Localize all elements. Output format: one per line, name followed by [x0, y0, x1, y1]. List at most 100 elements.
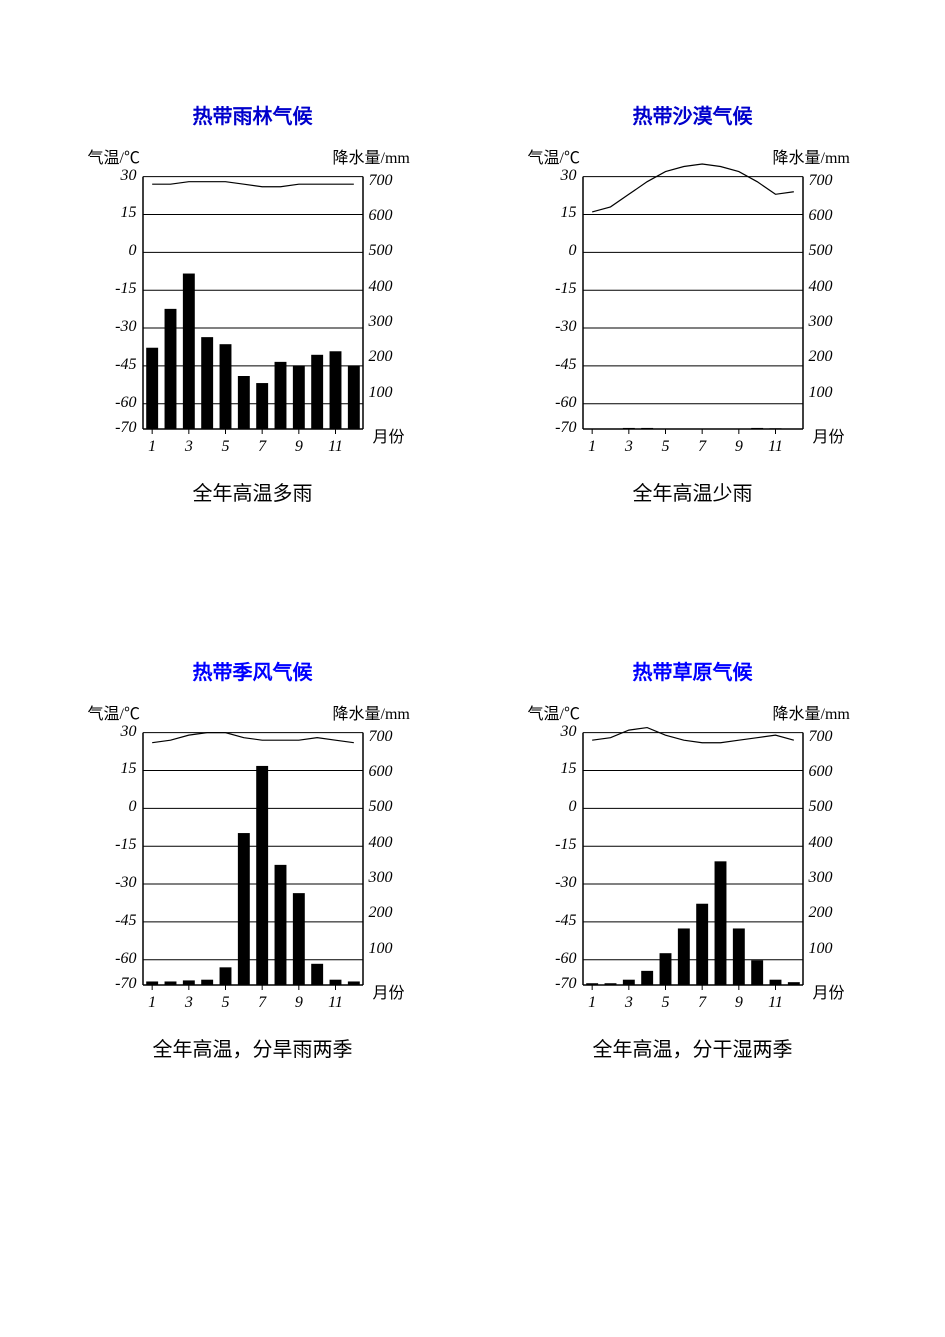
precip-bar: [274, 362, 286, 429]
chart-cell-monsoon: 热带季风气候 135791130150-15-30-45-60-70700600…: [68, 656, 438, 1062]
chart-savanna: 135791130150-15-30-45-60-707006005004003…: [528, 710, 858, 1015]
temp-line: [592, 728, 794, 743]
temp-tick-label: -60: [555, 394, 576, 412]
temp-tick-label: 0: [569, 798, 577, 816]
temp-axis-label: 气温/℃: [528, 144, 580, 168]
precip-bar: [182, 980, 194, 985]
temp-tick-label: 30: [121, 167, 137, 185]
prec-tick-label: 400: [369, 278, 393, 296]
svg-text:11: 11: [328, 994, 343, 1011]
prec-tick-label: 300: [369, 869, 393, 887]
precip-bar: [256, 766, 268, 985]
prec-tick-label: 700: [369, 172, 393, 190]
chart-row-2: 热带季风气候 135791130150-15-30-45-60-70700600…: [0, 506, 945, 1062]
climate-chart-svg: 1357911: [528, 154, 858, 459]
precip-bar: [347, 981, 359, 985]
temp-tick-label: -45: [555, 356, 576, 374]
prec-tick-label: 600: [369, 207, 393, 225]
svg-text:1: 1: [148, 994, 156, 1011]
precip-bar: [164, 981, 176, 985]
temp-tick-label: 15: [121, 760, 137, 778]
precip-bar: [659, 953, 671, 985]
temp-tick-label: 0: [129, 798, 137, 816]
precip-bar: [237, 833, 249, 985]
temp-tick-label: -60: [555, 950, 576, 968]
temp-tick-label: -70: [555, 975, 576, 993]
temp-tick-label: 0: [569, 242, 577, 260]
prec-tick-label: 300: [809, 869, 833, 887]
climate-chart-svg: 1357911: [88, 710, 418, 1015]
temp-tick-label: -70: [115, 975, 136, 993]
prec-tick-label: 500: [809, 242, 833, 260]
svg-text:9: 9: [294, 438, 302, 455]
temp-tick-label: 15: [561, 760, 577, 778]
month-axis-label: 月份: [373, 423, 405, 447]
svg-text:11: 11: [768, 994, 783, 1011]
prec-tick-label: 700: [369, 728, 393, 746]
prec-axis-label: 降水量/mm: [773, 700, 850, 724]
svg-text:11: 11: [768, 438, 783, 455]
precip-bar: [311, 964, 323, 985]
precip-bar: [146, 981, 158, 985]
temp-tick-label: -15: [555, 836, 576, 854]
prec-tick-label: 500: [369, 242, 393, 260]
prec-tick-label: 200: [369, 904, 393, 922]
precip-bar: [769, 980, 781, 985]
precip-bar: [219, 344, 231, 429]
temp-tick-label: 30: [561, 167, 577, 185]
prec-tick-label: 100: [809, 940, 833, 958]
prec-tick-label: 200: [809, 348, 833, 366]
temp-axis-label: 气温/℃: [528, 700, 580, 724]
svg-text:5: 5: [661, 994, 669, 1011]
svg-text:5: 5: [221, 994, 229, 1011]
svg-text:9: 9: [734, 994, 742, 1011]
svg-text:3: 3: [183, 994, 192, 1011]
climate-chart-svg: 1357911: [528, 710, 858, 1015]
chart-caption: 全年高温少雨: [633, 477, 753, 506]
precip-bar: [311, 355, 323, 429]
chart-rainforest: 135791130150-15-30-45-60-707006005004003…: [88, 154, 418, 459]
precip-bar: [237, 376, 249, 429]
precip-bar: [347, 365, 359, 429]
temp-tick-label: -30: [555, 318, 576, 336]
prec-tick-label: 200: [369, 348, 393, 366]
svg-text:5: 5: [661, 438, 669, 455]
precip-bar: [769, 428, 781, 429]
prec-tick-label: 200: [809, 904, 833, 922]
chart-title: 热带季风气候: [193, 656, 313, 685]
prec-tick-label: 100: [369, 940, 393, 958]
svg-text:3: 3: [623, 438, 632, 455]
chart-monsoon: 135791130150-15-30-45-60-707006005004003…: [88, 710, 418, 1015]
chart-caption: 全年高温，分干湿两季: [593, 1033, 793, 1062]
svg-text:5: 5: [221, 438, 229, 455]
temp-tick-label: 15: [561, 204, 577, 222]
prec-tick-label: 500: [369, 798, 393, 816]
prec-tick-label: 100: [809, 384, 833, 402]
temp-tick-label: 30: [561, 723, 577, 741]
temp-tick-label: -15: [115, 836, 136, 854]
page: 热带雨林气候 135791130150-15-30-45-60-70700600…: [0, 0, 945, 1337]
precip-bar: [146, 348, 158, 429]
precip-bar: [329, 980, 341, 985]
prec-tick-label: 700: [809, 728, 833, 746]
month-axis-label: 月份: [813, 979, 845, 1003]
prec-tick-label: 100: [369, 384, 393, 402]
precip-bar: [256, 383, 268, 429]
chart-title: 热带沙漠气候: [633, 100, 753, 129]
temp-line: [152, 733, 354, 743]
svg-text:9: 9: [294, 994, 302, 1011]
precip-bar: [732, 928, 744, 985]
climate-chart-svg: 1357911: [88, 154, 418, 459]
precip-bar: [292, 365, 304, 429]
chart-caption: 全年高温多雨: [193, 477, 313, 506]
temp-tick-label: -30: [115, 874, 136, 892]
precip-bar: [714, 861, 726, 985]
precip-bar: [201, 337, 213, 429]
month-axis-label: 月份: [373, 979, 405, 1003]
chart-desert: 135791130150-15-30-45-60-707006005004003…: [528, 154, 858, 459]
temp-tick-label: -30: [555, 874, 576, 892]
prec-tick-label: 700: [809, 172, 833, 190]
precip-bar: [329, 351, 341, 429]
temp-tick-label: 0: [129, 242, 137, 260]
precip-bar: [604, 983, 616, 985]
